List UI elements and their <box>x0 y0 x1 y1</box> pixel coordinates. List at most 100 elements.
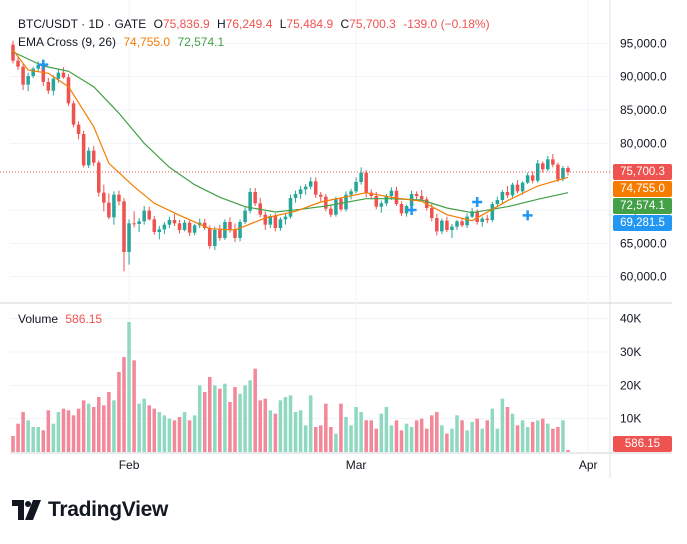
candle-body <box>505 192 510 196</box>
volume-bar <box>258 400 262 452</box>
candle-body <box>91 150 96 163</box>
candle-body <box>520 182 525 192</box>
volume-bar <box>470 422 474 452</box>
brand-name: TradingView <box>48 498 169 521</box>
volume-bar <box>167 418 172 452</box>
volume-bar <box>288 395 293 452</box>
candle-body <box>551 159 555 165</box>
candle-body <box>41 64 46 82</box>
candle-body <box>288 198 293 217</box>
volume-bar <box>561 420 565 452</box>
symbol-label[interactable]: BTC/USDT · 1D · GATE <box>18 17 147 31</box>
candle-body <box>26 76 30 85</box>
volume-bar <box>475 418 479 452</box>
volume-bar <box>339 403 343 452</box>
candle-body <box>248 192 252 211</box>
ema-fast-line <box>12 49 569 231</box>
candle-body <box>97 162 101 193</box>
candle-body <box>339 198 343 210</box>
volume-bar <box>298 410 303 452</box>
volume-bar <box>147 405 151 452</box>
volume-bar <box>86 403 91 452</box>
candle-body <box>157 229 162 232</box>
candle-body <box>404 206 409 214</box>
volume-bar <box>354 407 358 452</box>
volume-bar <box>223 383 227 452</box>
ema-slow-price-tag: 72,574.1 <box>613 198 672 214</box>
volume-bar <box>263 398 268 452</box>
volume-bar <box>384 407 389 452</box>
time-tick-label: Feb <box>119 458 140 472</box>
volume-bar <box>157 412 162 452</box>
volume-tick-label: 20K <box>620 378 641 392</box>
volume-bar <box>329 427 333 452</box>
ohlc-legend: BTC/USDT · 1D · GATE O75,836.9 H76,249.4… <box>18 17 494 31</box>
open-value: 75,836.9 <box>162 17 210 31</box>
volume-bar <box>349 425 353 452</box>
volume-bar <box>152 408 157 452</box>
candle-body <box>112 194 116 218</box>
volume-bar <box>293 412 298 452</box>
volume-bar <box>490 408 495 452</box>
ema-fast-value: 74,755.0 <box>123 35 171 49</box>
candle-body <box>324 196 328 209</box>
volume-bar <box>117 372 121 452</box>
volume-bar <box>11 436 15 452</box>
tradingview-logo[interactable]: TradingView <box>12 497 168 523</box>
last-price-tag: 75,700.3 <box>613 164 672 180</box>
candle-body <box>475 211 479 222</box>
tradingview-icon <box>12 500 41 520</box>
volume-legend[interactable]: Volume 586.15 <box>18 312 106 326</box>
candle-body <box>465 216 469 226</box>
volume-bar <box>97 397 101 452</box>
candle-body <box>228 222 232 230</box>
candle-body <box>218 230 222 238</box>
volume-bar <box>273 413 278 452</box>
candle-body <box>440 220 444 232</box>
candle-body <box>263 214 268 225</box>
candle-body <box>500 192 505 200</box>
volume-tick-label: 30K <box>620 345 641 359</box>
volume-bar <box>313 427 318 452</box>
volume-bar <box>530 422 535 452</box>
candle-body <box>46 82 51 91</box>
open-label: O <box>153 17 163 31</box>
candle-body <box>187 222 192 233</box>
volume-label: Volume <box>18 312 59 326</box>
candle-body <box>414 194 419 196</box>
volume-bar <box>485 420 490 452</box>
volume-bar <box>192 415 197 452</box>
candle-body <box>515 184 520 192</box>
candle-body <box>399 204 404 214</box>
ema-lines <box>0 49 610 231</box>
volume-bar <box>546 423 550 452</box>
candle-body <box>31 68 35 76</box>
candle-body <box>313 181 318 195</box>
candle-body <box>268 216 273 225</box>
volume-bar <box>520 420 525 452</box>
indicator-legend[interactable]: EMA Cross (9, 26) 74,755.0 72,574.1 <box>18 35 228 49</box>
cross-marker <box>38 59 49 70</box>
candle-body <box>66 77 71 104</box>
candle-body <box>122 201 126 252</box>
candle-body <box>172 220 177 224</box>
candle-body <box>374 196 379 207</box>
volume-bar <box>510 413 515 452</box>
volume-bar <box>233 387 237 452</box>
candle-body <box>495 200 500 204</box>
cross-marker <box>472 197 483 207</box>
candle-body <box>202 222 207 228</box>
volume-bar <box>36 427 40 452</box>
volume-bar <box>399 430 404 452</box>
volume-bar <box>51 423 56 452</box>
candle-body <box>51 78 56 91</box>
volume-bar <box>435 412 439 452</box>
volume-bar <box>16 423 20 452</box>
candle-body <box>142 210 146 222</box>
volume-bar <box>112 400 116 452</box>
ema-fast-price-tag: 74,755.0 <box>613 181 672 197</box>
volume-bar <box>213 385 217 452</box>
candle-body <box>334 198 338 215</box>
candle-body <box>419 196 424 200</box>
